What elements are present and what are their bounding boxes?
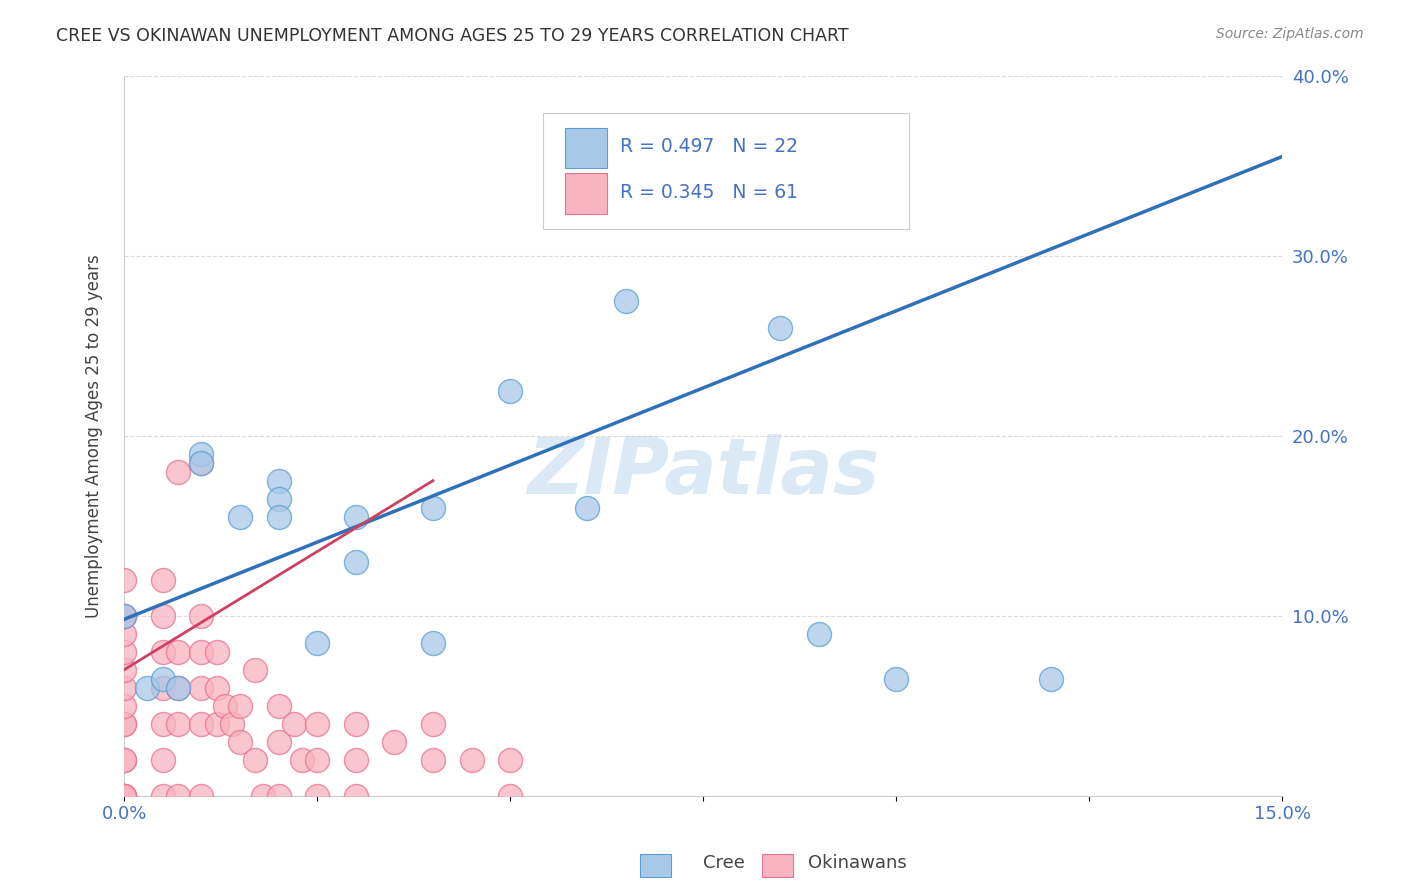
Point — [167, 681, 190, 695]
Point — [229, 735, 252, 749]
Point — [152, 681, 174, 695]
Point — [807, 626, 830, 640]
Point — [112, 573, 135, 587]
Point — [152, 753, 174, 767]
Point — [576, 500, 599, 515]
Text: R = 0.345   N = 61: R = 0.345 N = 61 — [620, 183, 797, 202]
Point — [190, 681, 212, 695]
Point — [769, 320, 792, 334]
Point — [190, 447, 212, 461]
Point — [245, 753, 267, 767]
FancyBboxPatch shape — [543, 113, 910, 229]
Point — [112, 753, 135, 767]
Point — [499, 789, 522, 803]
Point — [167, 716, 190, 731]
Point — [190, 716, 212, 731]
Point — [344, 753, 367, 767]
Point — [1039, 672, 1062, 686]
Point — [112, 645, 135, 659]
Point — [307, 753, 329, 767]
Point — [307, 789, 329, 803]
Point — [229, 509, 252, 524]
Point — [112, 608, 135, 623]
Point — [167, 789, 190, 803]
Point — [112, 608, 135, 623]
Point — [291, 753, 314, 767]
Point — [112, 753, 135, 767]
Point — [344, 555, 367, 569]
Point — [422, 716, 444, 731]
Point — [152, 608, 174, 623]
Point — [112, 698, 135, 713]
Point — [245, 663, 267, 677]
Text: ZIPatlas: ZIPatlas — [527, 434, 879, 509]
Point — [499, 384, 522, 398]
Point — [229, 698, 252, 713]
Point — [112, 681, 135, 695]
FancyBboxPatch shape — [565, 128, 607, 169]
Point — [267, 509, 290, 524]
Point — [344, 789, 367, 803]
Point — [422, 636, 444, 650]
Point — [382, 735, 405, 749]
Point — [112, 663, 135, 677]
Point — [252, 789, 274, 803]
Text: CREE VS OKINAWAN UNEMPLOYMENT AMONG AGES 25 TO 29 YEARS CORRELATION CHART: CREE VS OKINAWAN UNEMPLOYMENT AMONG AGES… — [56, 27, 849, 45]
Text: R = 0.497   N = 22: R = 0.497 N = 22 — [620, 136, 797, 155]
Text: Source: ZipAtlas.com: Source: ZipAtlas.com — [1216, 27, 1364, 41]
Point — [136, 681, 159, 695]
Point — [221, 716, 243, 731]
FancyBboxPatch shape — [565, 173, 607, 214]
Point — [167, 645, 190, 659]
Point — [112, 789, 135, 803]
Point — [152, 672, 174, 686]
Point — [112, 626, 135, 640]
Point — [190, 456, 212, 470]
Point — [460, 753, 482, 767]
Point — [152, 645, 174, 659]
Point — [344, 716, 367, 731]
Point — [267, 735, 290, 749]
Point — [283, 716, 305, 731]
Point — [112, 789, 135, 803]
Point — [267, 698, 290, 713]
Point — [614, 293, 637, 308]
Y-axis label: Unemployment Among Ages 25 to 29 years: Unemployment Among Ages 25 to 29 years — [86, 253, 103, 617]
Point — [307, 716, 329, 731]
Point — [190, 608, 212, 623]
Point — [112, 789, 135, 803]
Point — [884, 672, 907, 686]
Point — [205, 716, 228, 731]
Text: Okinawans: Okinawans — [808, 855, 907, 872]
Point — [167, 681, 190, 695]
Point — [152, 573, 174, 587]
Text: Cree: Cree — [703, 855, 745, 872]
Point — [214, 698, 236, 713]
Point — [167, 465, 190, 479]
Point — [344, 509, 367, 524]
Point — [205, 645, 228, 659]
Point — [112, 789, 135, 803]
Point — [267, 789, 290, 803]
Point — [267, 474, 290, 488]
Point — [112, 716, 135, 731]
Point — [152, 789, 174, 803]
Point — [205, 681, 228, 695]
Point — [112, 608, 135, 623]
Point — [267, 491, 290, 506]
Point — [112, 716, 135, 731]
Point — [152, 716, 174, 731]
Point — [190, 456, 212, 470]
Point — [499, 753, 522, 767]
Point — [307, 636, 329, 650]
Point — [422, 753, 444, 767]
Point — [190, 789, 212, 803]
Point — [422, 500, 444, 515]
Point — [190, 645, 212, 659]
